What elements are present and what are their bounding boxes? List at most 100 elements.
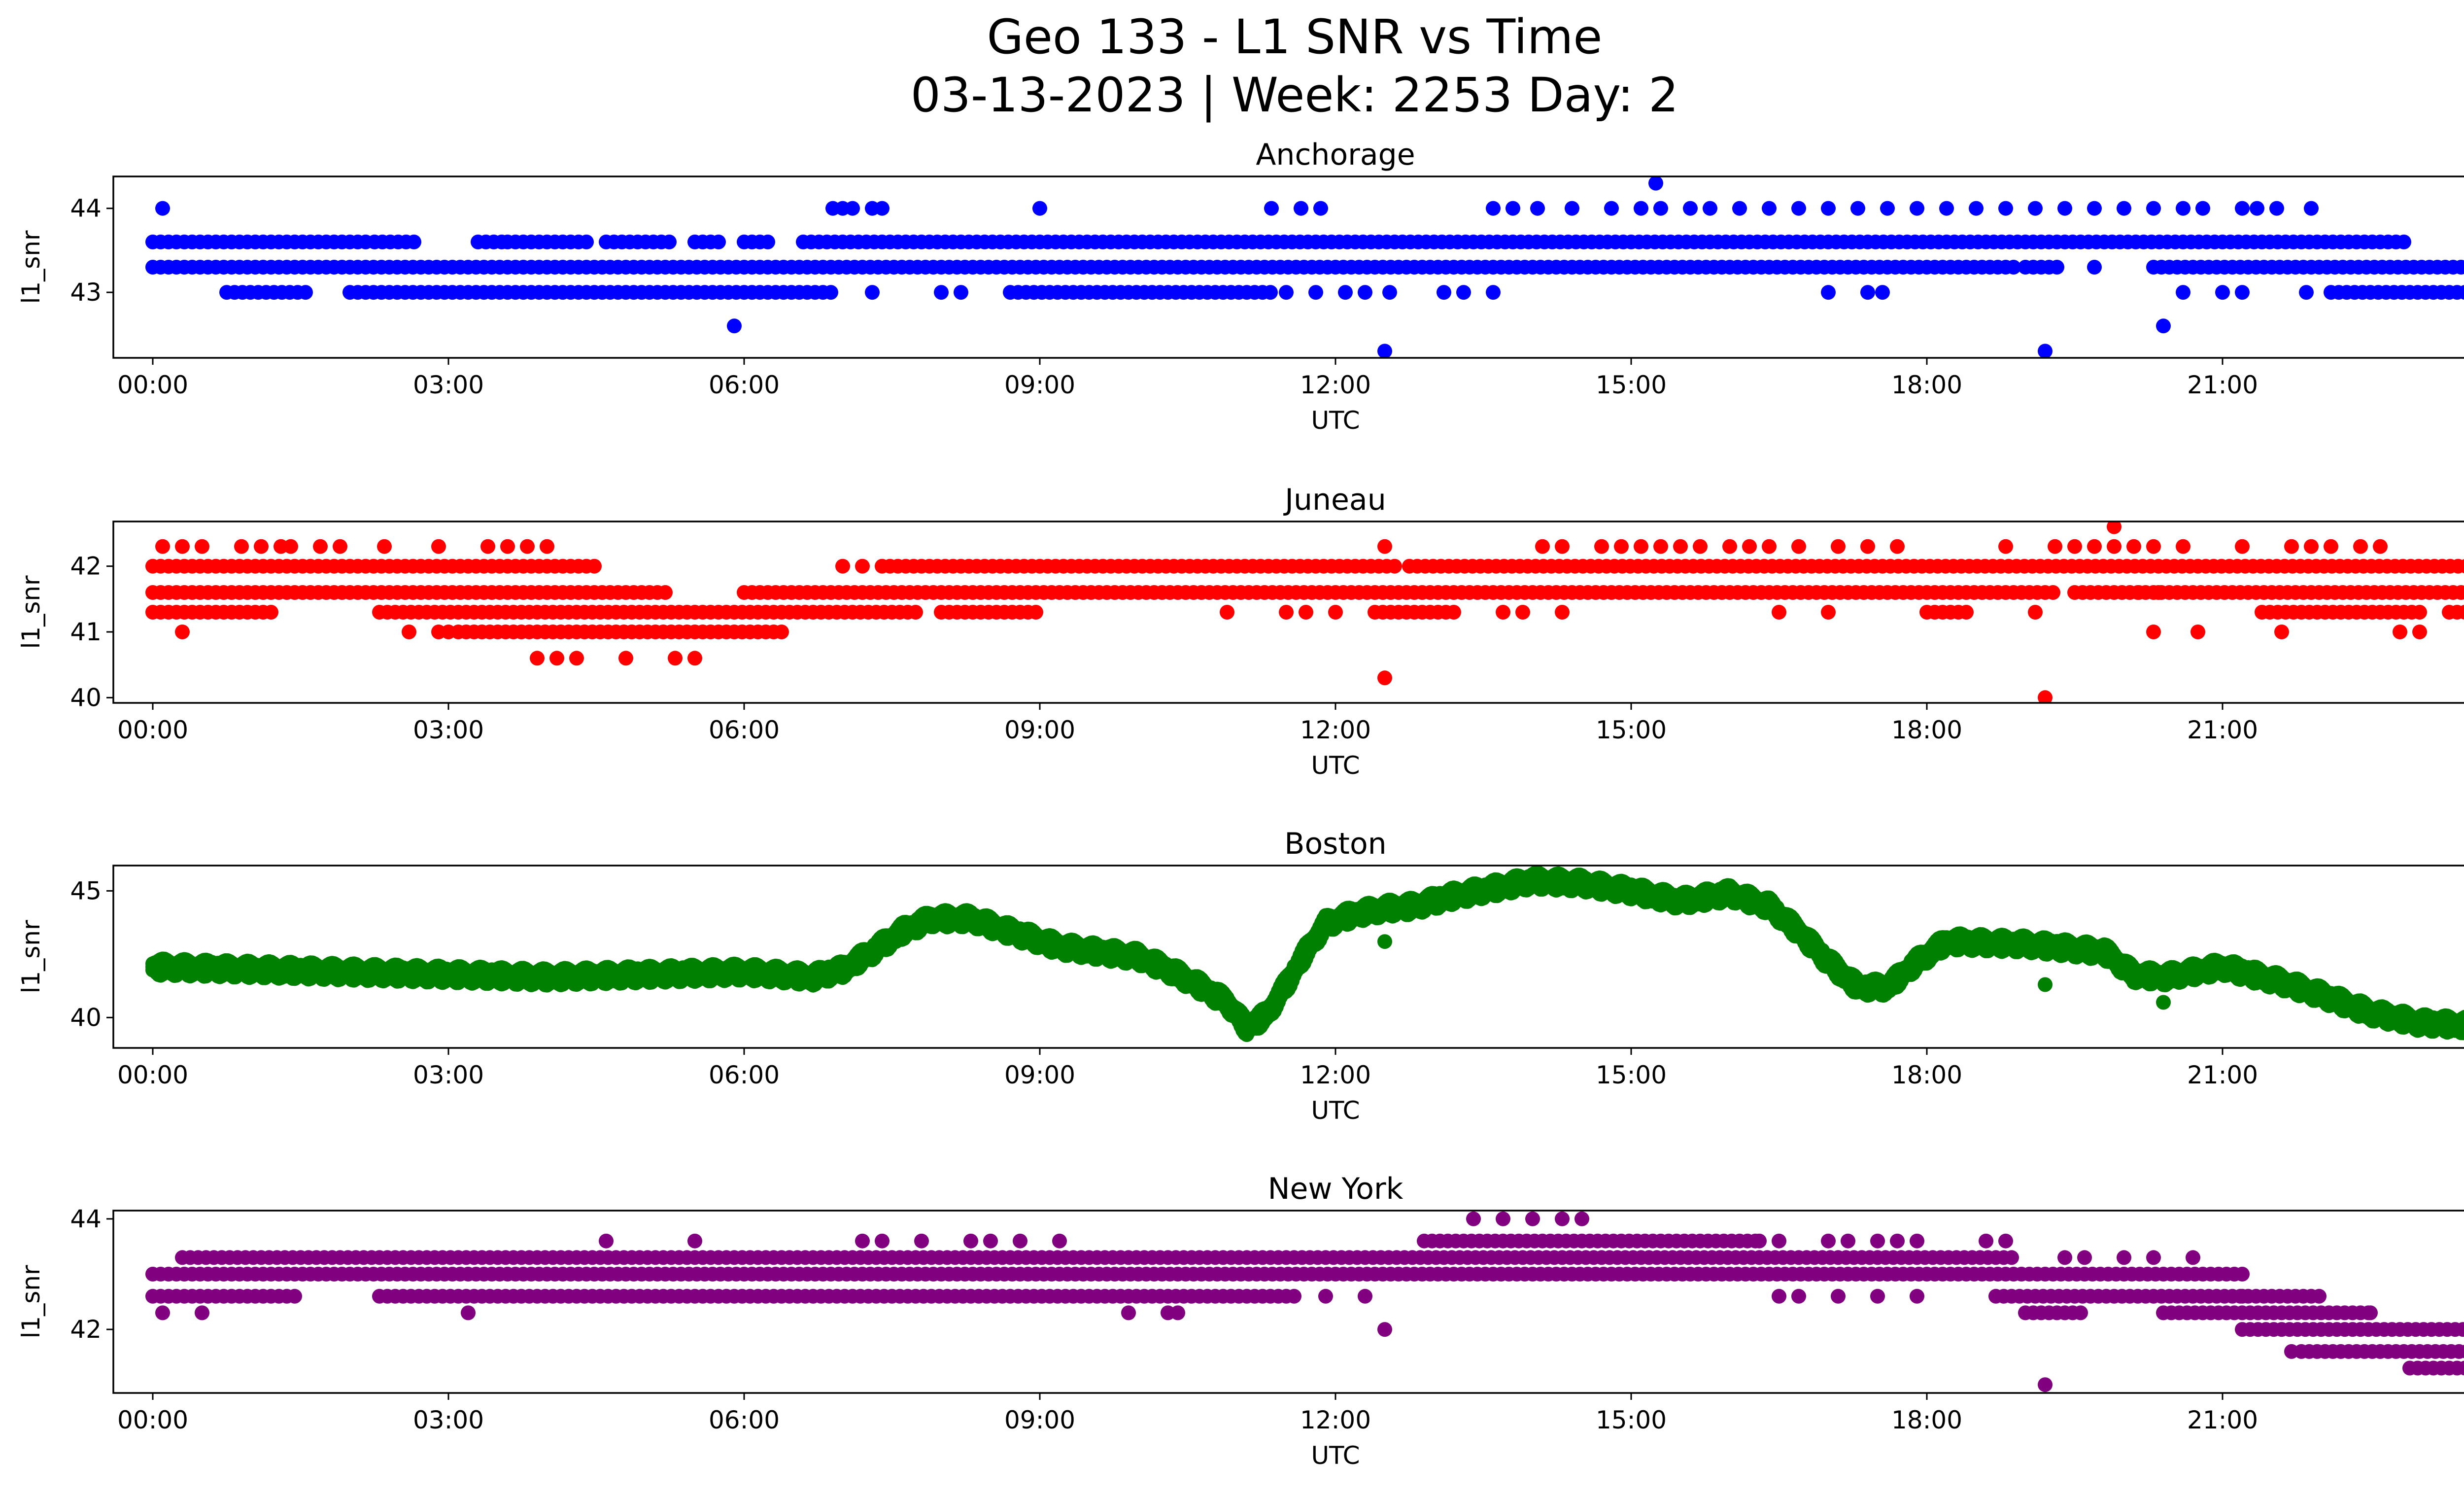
data-point bbox=[441, 625, 456, 639]
data-point bbox=[2269, 201, 2284, 216]
x-tick-label: 06:00 bbox=[709, 716, 780, 744]
data-point bbox=[2215, 285, 2230, 300]
data-point bbox=[1722, 539, 1737, 554]
data-point bbox=[2146, 625, 2161, 639]
series-points bbox=[145, 866, 2464, 1042]
data-point bbox=[1279, 605, 1294, 620]
data-point bbox=[1860, 285, 1875, 300]
data-point bbox=[283, 539, 298, 554]
data-point bbox=[175, 539, 190, 554]
data-point bbox=[1821, 201, 1836, 216]
data-point bbox=[1939, 201, 1954, 216]
data-point bbox=[402, 625, 416, 639]
data-point bbox=[2412, 625, 2427, 639]
x-tick-label: 03:00 bbox=[413, 371, 484, 399]
data-point bbox=[662, 234, 677, 249]
data-point bbox=[1791, 539, 1806, 554]
data-point bbox=[1387, 558, 1402, 574]
data-point bbox=[313, 539, 328, 554]
data-point bbox=[2038, 690, 2053, 703]
data-point bbox=[668, 651, 683, 666]
data-point bbox=[2304, 201, 2319, 216]
data-point bbox=[2459, 559, 2464, 574]
data-point bbox=[2057, 201, 2072, 216]
data-point bbox=[2373, 539, 2388, 554]
data-point bbox=[195, 539, 209, 554]
data-point bbox=[658, 585, 673, 600]
data-point bbox=[1683, 201, 1698, 216]
y-tick-label: 43 bbox=[70, 278, 102, 307]
x-tick-label: 09:00 bbox=[1004, 371, 1075, 399]
data-point bbox=[431, 539, 446, 554]
data-point bbox=[377, 539, 392, 554]
data-point bbox=[1446, 605, 1461, 620]
data-point bbox=[823, 285, 838, 300]
data-point bbox=[407, 234, 421, 249]
data-point bbox=[1565, 201, 1579, 216]
data-point bbox=[1032, 201, 1047, 216]
data-point bbox=[155, 201, 170, 216]
data-point bbox=[2284, 539, 2299, 554]
data-point bbox=[1614, 539, 1629, 554]
data-point bbox=[2299, 285, 2314, 300]
data-point bbox=[333, 539, 347, 554]
data-point bbox=[1515, 605, 1530, 620]
data-point bbox=[549, 651, 564, 666]
subplots: 00:00 03:00 06:00 09:00 12:00 15:00 18:00 21:00… bbox=[17, 138, 2464, 1470]
data-point bbox=[1998, 539, 2013, 554]
data-point bbox=[1377, 539, 1392, 554]
data-point bbox=[1762, 539, 1777, 554]
x-tick-label: 12:00 bbox=[1300, 716, 1371, 744]
data-point bbox=[1673, 539, 1688, 554]
data-point bbox=[1772, 605, 1786, 620]
x-tick-label: 00:00 bbox=[117, 716, 188, 744]
data-point bbox=[500, 539, 515, 554]
x-axis-label: UTC bbox=[1311, 751, 1360, 780]
data-point bbox=[2146, 201, 2161, 216]
x-tick-label: 21:00 bbox=[2187, 716, 2258, 744]
data-point bbox=[2393, 625, 2407, 639]
data-point bbox=[1530, 201, 1545, 216]
data-point bbox=[1338, 285, 1353, 300]
data-point bbox=[1703, 201, 1717, 216]
data-point bbox=[298, 285, 313, 300]
data-point bbox=[2412, 605, 2427, 620]
data-point bbox=[2235, 285, 2250, 300]
data-point bbox=[1486, 201, 1501, 216]
data-point bbox=[1382, 285, 1397, 300]
x-tick-label: 06:00 bbox=[709, 371, 780, 399]
x-tick-label: 12:00 bbox=[1300, 371, 1371, 399]
data-point bbox=[934, 285, 949, 300]
subplot-0: 00:00 03:00 06:00 09:00 12:00 15:00 18:00 21:00… bbox=[17, 138, 2464, 435]
data-point bbox=[1648, 176, 1663, 191]
data-point bbox=[1653, 539, 1668, 554]
data-point bbox=[1693, 539, 1708, 554]
data-point bbox=[1486, 285, 1501, 300]
data-point bbox=[865, 285, 880, 300]
data-point bbox=[2087, 201, 2102, 216]
data-point bbox=[727, 318, 742, 334]
data-point bbox=[1506, 201, 1520, 216]
data-point bbox=[1264, 201, 1279, 216]
figure-subtitle: 03-13-2023 | Week: 2253 Day: 2 bbox=[911, 68, 1679, 123]
data-point bbox=[2151, 585, 2166, 600]
data-point bbox=[711, 234, 726, 249]
data-point bbox=[264, 605, 278, 620]
y-axis-label: l1_snr bbox=[17, 575, 45, 649]
data-point bbox=[1263, 285, 1278, 300]
subplot-2: 00:00 03:00 06:00 09:00 12:00 15:00 18:00 21:00… bbox=[17, 827, 2464, 1125]
data-point bbox=[2048, 539, 2062, 554]
y-axis-label: l1_snr bbox=[17, 230, 45, 304]
data-point bbox=[1732, 201, 1747, 216]
data-point bbox=[2087, 260, 2102, 275]
data-point bbox=[2454, 585, 2464, 600]
data-point bbox=[2117, 201, 2131, 216]
data-point bbox=[618, 651, 633, 666]
data-point bbox=[1456, 285, 1471, 300]
data-point bbox=[530, 651, 545, 666]
data-point bbox=[2146, 539, 2161, 554]
data-point bbox=[569, 651, 584, 666]
y-tick-label: 40 bbox=[70, 683, 102, 712]
data-point bbox=[1875, 285, 1890, 300]
data-point bbox=[2353, 539, 2368, 554]
